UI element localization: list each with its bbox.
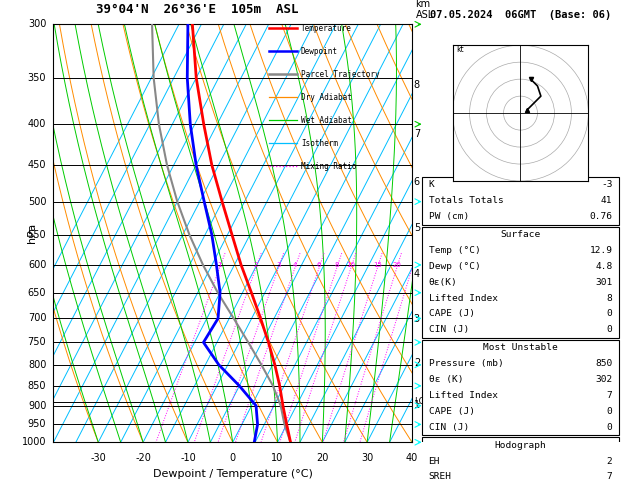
Text: 0: 0 xyxy=(607,407,613,416)
Text: 3: 3 xyxy=(276,262,281,268)
Text: 0: 0 xyxy=(607,423,613,432)
Text: -30: -30 xyxy=(91,453,106,463)
Text: 350: 350 xyxy=(28,73,47,83)
Text: 950: 950 xyxy=(28,419,47,430)
Text: 7: 7 xyxy=(607,391,613,400)
Text: 700: 700 xyxy=(28,313,47,324)
Text: 800: 800 xyxy=(28,360,47,370)
Text: Most Unstable: Most Unstable xyxy=(483,343,558,352)
Text: Hodograph: Hodograph xyxy=(494,441,547,450)
Text: 8: 8 xyxy=(414,80,420,90)
Text: CIN (J): CIN (J) xyxy=(428,423,469,432)
Text: Mixing Ratio (g/kg): Mixing Ratio (g/kg) xyxy=(440,191,448,276)
Bar xyxy=(423,226,619,338)
Text: 8: 8 xyxy=(335,262,339,268)
Text: 400: 400 xyxy=(28,119,47,129)
Bar xyxy=(423,340,619,435)
Text: Temp (°C): Temp (°C) xyxy=(428,246,481,255)
Text: 15: 15 xyxy=(373,262,382,268)
Bar xyxy=(423,437,619,486)
Text: 2: 2 xyxy=(607,456,613,466)
Text: 600: 600 xyxy=(28,260,47,270)
Text: 0: 0 xyxy=(230,453,236,463)
Text: 39°04'N  26°36'E  105m  ASL: 39°04'N 26°36'E 105m ASL xyxy=(96,3,298,16)
Text: Temperature: Temperature xyxy=(301,24,352,33)
Text: 10: 10 xyxy=(347,262,355,268)
Text: Dewpoint: Dewpoint xyxy=(301,47,338,56)
Text: -20: -20 xyxy=(135,453,151,463)
Text: 850: 850 xyxy=(28,381,47,391)
Text: SREH: SREH xyxy=(428,472,452,482)
Text: Dewpoint / Temperature (°C): Dewpoint / Temperature (°C) xyxy=(153,469,313,479)
Text: 850: 850 xyxy=(595,359,613,368)
Text: 07.05.2024  06GMT  (Base: 06): 07.05.2024 06GMT (Base: 06) xyxy=(430,10,611,20)
Text: EH: EH xyxy=(428,456,440,466)
Text: Lifted Index: Lifted Index xyxy=(428,391,498,400)
Text: Dry Adiabat: Dry Adiabat xyxy=(301,93,352,102)
Text: 20: 20 xyxy=(316,453,328,463)
Bar xyxy=(423,177,619,225)
Text: K: K xyxy=(428,180,434,189)
Text: 4.8: 4.8 xyxy=(595,262,613,271)
Text: 0.76: 0.76 xyxy=(589,212,613,221)
Text: 650: 650 xyxy=(28,288,47,298)
Text: hPa: hPa xyxy=(27,223,37,243)
Text: 3: 3 xyxy=(414,314,420,324)
Text: Mixing Ratio: Mixing Ratio xyxy=(301,162,357,171)
Text: θε(K): θε(K) xyxy=(428,278,457,287)
Text: 0: 0 xyxy=(607,310,613,318)
Text: Lifted Index: Lifted Index xyxy=(428,294,498,303)
Text: 750: 750 xyxy=(28,337,47,347)
Text: 1: 1 xyxy=(218,262,222,268)
Text: 1000: 1000 xyxy=(22,437,47,447)
Text: km
ASL: km ASL xyxy=(416,0,434,20)
Text: 450: 450 xyxy=(28,160,47,170)
Text: Pressure (mb): Pressure (mb) xyxy=(428,359,503,368)
Text: 900: 900 xyxy=(28,400,47,411)
Text: 6: 6 xyxy=(414,176,420,187)
Text: 8: 8 xyxy=(607,294,613,303)
Text: 302: 302 xyxy=(595,375,613,384)
Text: PW (cm): PW (cm) xyxy=(428,212,469,221)
Text: 301: 301 xyxy=(595,278,613,287)
Text: 12.9: 12.9 xyxy=(589,246,613,255)
Text: 4: 4 xyxy=(292,262,297,268)
Text: Parcel Trajectory: Parcel Trajectory xyxy=(301,70,379,79)
Text: 10: 10 xyxy=(272,453,284,463)
Text: 0: 0 xyxy=(607,325,613,334)
Text: CAPE (J): CAPE (J) xyxy=(428,407,474,416)
Text: 4: 4 xyxy=(414,269,420,279)
Text: 7: 7 xyxy=(414,129,420,139)
Text: 2: 2 xyxy=(253,262,258,268)
Text: Surface: Surface xyxy=(501,230,540,239)
Text: 5: 5 xyxy=(414,224,420,233)
Text: Wet Adiabat: Wet Adiabat xyxy=(301,116,352,125)
Text: 7: 7 xyxy=(607,472,613,482)
Text: Totals Totals: Totals Totals xyxy=(428,196,503,205)
Text: 41: 41 xyxy=(601,196,613,205)
Text: 20: 20 xyxy=(392,262,401,268)
Text: Isotherm: Isotherm xyxy=(301,139,338,148)
Text: LCL: LCL xyxy=(414,398,429,406)
Text: 40: 40 xyxy=(406,453,418,463)
Text: 300: 300 xyxy=(28,19,47,29)
Text: Dewp (°C): Dewp (°C) xyxy=(428,262,481,271)
Text: CIN (J): CIN (J) xyxy=(428,325,469,334)
Text: 6: 6 xyxy=(317,262,321,268)
Text: 2: 2 xyxy=(414,358,420,367)
Text: © weatheronline.co.uk: © weatheronline.co.uk xyxy=(468,429,573,438)
Text: 500: 500 xyxy=(28,197,47,207)
Text: 1: 1 xyxy=(414,400,420,410)
Text: -10: -10 xyxy=(180,453,196,463)
Text: 550: 550 xyxy=(28,230,47,240)
Text: CAPE (J): CAPE (J) xyxy=(428,310,474,318)
Text: 30: 30 xyxy=(361,453,373,463)
Text: θε (K): θε (K) xyxy=(428,375,463,384)
Text: kt: kt xyxy=(456,45,464,54)
Text: -3: -3 xyxy=(601,180,613,189)
